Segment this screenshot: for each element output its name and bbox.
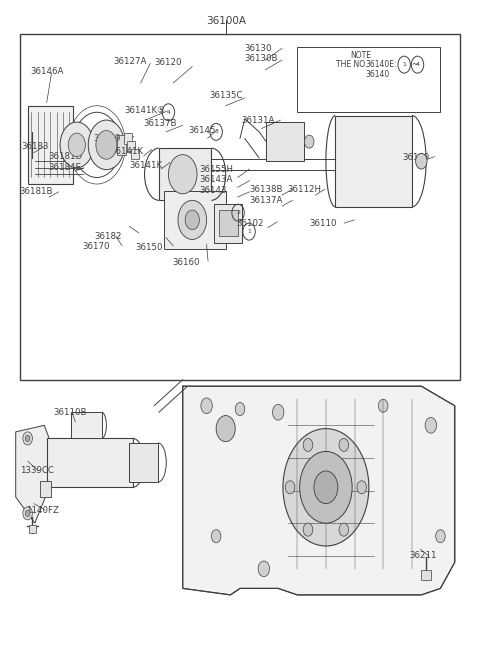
Bar <box>129 443 158 482</box>
Circle shape <box>283 428 369 546</box>
Text: 36181D: 36181D <box>48 152 82 161</box>
Bar <box>117 135 126 155</box>
Text: 36127A: 36127A <box>114 57 147 66</box>
Text: 4: 4 <box>416 62 420 67</box>
Circle shape <box>378 400 388 412</box>
Bar <box>266 122 304 161</box>
Bar <box>164 191 226 250</box>
Circle shape <box>211 530 221 543</box>
Circle shape <box>258 561 270 576</box>
Circle shape <box>357 481 366 494</box>
Circle shape <box>303 523 313 536</box>
Bar <box>421 570 431 580</box>
Text: 36135C: 36135C <box>209 91 242 100</box>
Polygon shape <box>183 386 455 595</box>
Circle shape <box>96 130 117 159</box>
Bar <box>28 105 73 184</box>
Bar <box>214 204 242 243</box>
Text: 4: 4 <box>167 110 170 115</box>
Circle shape <box>339 438 348 451</box>
Bar <box>159 148 211 200</box>
Text: 3: 3 <box>214 129 218 134</box>
Circle shape <box>436 530 445 543</box>
Bar <box>131 149 139 159</box>
Text: 36146A: 36146A <box>30 67 63 77</box>
Polygon shape <box>16 425 59 523</box>
Bar <box>39 481 51 497</box>
Text: NOTE: NOTE <box>350 51 371 60</box>
Circle shape <box>304 135 314 148</box>
Text: 36138B: 36138B <box>250 185 283 194</box>
Text: 36141K⑤: 36141K⑤ <box>124 107 166 115</box>
Circle shape <box>285 481 295 494</box>
Bar <box>29 525 36 533</box>
Bar <box>336 115 412 207</box>
Text: 36141K: 36141K <box>129 161 162 170</box>
Text: 36139: 36139 <box>93 134 120 143</box>
Bar <box>71 412 102 438</box>
Circle shape <box>216 415 235 441</box>
Circle shape <box>68 133 85 157</box>
Text: 36199: 36199 <box>402 153 430 162</box>
Circle shape <box>273 404 284 420</box>
Text: 36110B: 36110B <box>53 408 86 417</box>
Bar <box>218 210 238 236</box>
Circle shape <box>178 200 206 240</box>
Text: THE NO.: THE NO. <box>336 60 368 69</box>
Circle shape <box>60 122 94 168</box>
Text: 36102: 36102 <box>237 219 264 228</box>
Text: 36143A: 36143A <box>199 175 233 184</box>
Text: 1: 1 <box>402 62 406 67</box>
Bar <box>47 438 132 487</box>
Text: 36131A: 36131A <box>241 115 275 124</box>
Text: 36155H: 36155H <box>199 164 233 174</box>
Circle shape <box>235 403 245 415</box>
Text: 36130: 36130 <box>245 44 272 53</box>
Text: 2: 2 <box>236 210 240 215</box>
Text: 1: 1 <box>247 229 251 234</box>
Bar <box>21 34 459 380</box>
Text: 36100A: 36100A <box>206 16 246 26</box>
Bar <box>127 141 135 151</box>
Text: 36112H: 36112H <box>288 185 322 194</box>
Text: 36150: 36150 <box>135 244 163 252</box>
Text: 36143: 36143 <box>199 186 227 195</box>
Circle shape <box>168 155 197 194</box>
Circle shape <box>185 210 199 230</box>
Text: 36160: 36160 <box>172 258 200 267</box>
Text: 36181B: 36181B <box>20 187 53 196</box>
Circle shape <box>25 510 30 517</box>
Text: 36182: 36182 <box>95 232 122 240</box>
Text: 1339CC: 1339CC <box>20 466 53 476</box>
Text: 36120: 36120 <box>154 58 181 67</box>
Text: 36184E: 36184E <box>48 162 81 172</box>
Text: 36130B: 36130B <box>245 54 278 64</box>
Circle shape <box>314 471 338 504</box>
Text: 36170: 36170 <box>83 242 110 251</box>
Text: 36183: 36183 <box>22 141 49 151</box>
Circle shape <box>23 507 33 520</box>
Text: ~: ~ <box>411 60 417 69</box>
Circle shape <box>88 120 124 170</box>
Circle shape <box>25 435 30 441</box>
Circle shape <box>23 432 33 445</box>
Circle shape <box>425 417 437 433</box>
Text: 36141K: 36141K <box>110 147 144 156</box>
Text: 36110: 36110 <box>309 219 336 228</box>
Circle shape <box>303 438 313 451</box>
Text: 36140E:: 36140E: <box>365 60 397 69</box>
Text: 36145: 36145 <box>189 126 216 135</box>
Text: 36137A: 36137A <box>250 196 283 205</box>
Circle shape <box>416 153 427 169</box>
Bar <box>124 133 132 143</box>
Circle shape <box>201 398 212 413</box>
Text: 36211: 36211 <box>409 552 437 560</box>
Text: 1140FZ: 1140FZ <box>26 506 59 515</box>
Circle shape <box>300 451 352 523</box>
Circle shape <box>339 523 348 536</box>
Text: 36140: 36140 <box>365 70 390 79</box>
Text: 36137B: 36137B <box>143 119 177 128</box>
